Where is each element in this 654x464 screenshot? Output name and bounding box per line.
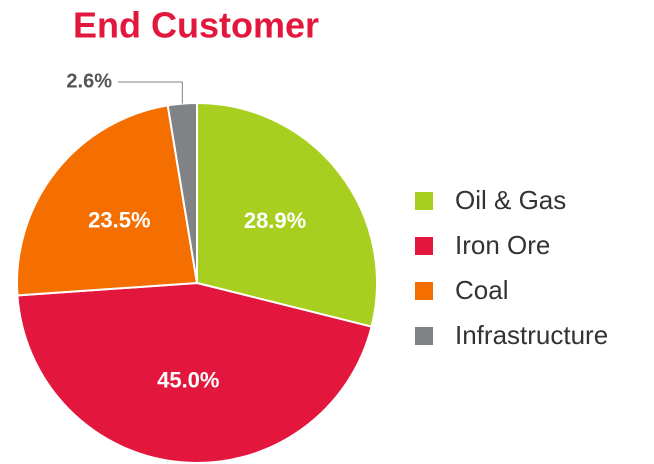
leader-line bbox=[118, 81, 183, 104]
legend-label: Infrastructure bbox=[455, 320, 608, 350]
legend-swatch bbox=[415, 237, 433, 255]
legend-label: Iron Ore bbox=[455, 230, 550, 260]
slice-label: 28.9% bbox=[244, 208, 306, 233]
pie-slice bbox=[16, 104, 199, 297]
legend-label: Coal bbox=[455, 275, 508, 305]
pie-slice bbox=[196, 101, 378, 328]
legend-label: Oil & Gas bbox=[455, 185, 566, 215]
legend-swatch bbox=[415, 327, 433, 345]
slice-label: 2.6% bbox=[66, 70, 112, 92]
slice-label: 23.5% bbox=[88, 207, 150, 232]
legend-swatch bbox=[415, 192, 433, 210]
pie-slice bbox=[166, 101, 198, 284]
pie-slice bbox=[16, 281, 373, 464]
chart-title: End Customer bbox=[73, 5, 319, 46]
slice-label: 45.0% bbox=[157, 367, 219, 392]
legend-swatch bbox=[415, 282, 433, 300]
